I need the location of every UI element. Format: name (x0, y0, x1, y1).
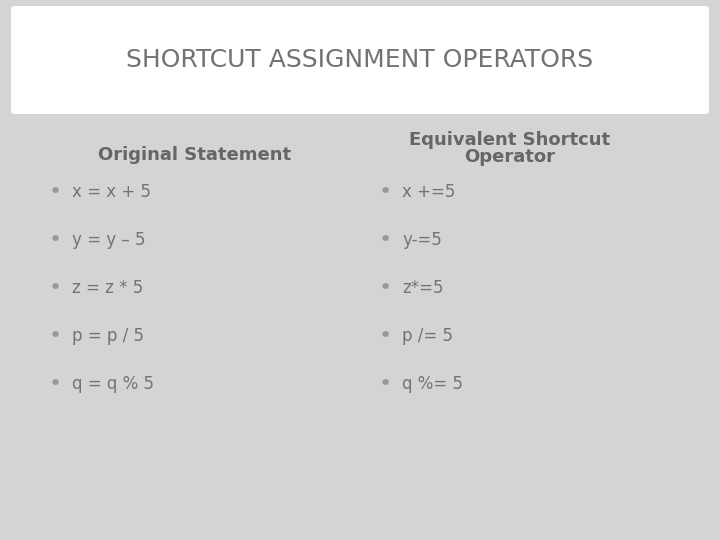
Text: x +=5: x +=5 (402, 183, 455, 201)
Text: Equivalent Shortcut: Equivalent Shortcut (410, 131, 611, 149)
FancyBboxPatch shape (11, 6, 709, 114)
Text: •: • (48, 326, 62, 346)
Text: q %= 5: q %= 5 (402, 375, 463, 393)
Text: p /= 5: p /= 5 (402, 327, 453, 345)
Text: •: • (48, 374, 62, 394)
Text: y = y – 5: y = y – 5 (72, 231, 145, 249)
Text: •: • (48, 278, 62, 298)
Text: •: • (379, 182, 392, 202)
Text: •: • (379, 278, 392, 298)
Text: SHORTCUT ASSIGNMENT OPERATORS: SHORTCUT ASSIGNMENT OPERATORS (127, 48, 593, 72)
Text: •: • (379, 326, 392, 346)
Text: •: • (48, 182, 62, 202)
Text: •: • (379, 230, 392, 250)
Text: •: • (379, 374, 392, 394)
Text: y-=5: y-=5 (402, 231, 442, 249)
Text: z*=5: z*=5 (402, 279, 444, 297)
Text: p = p / 5: p = p / 5 (72, 327, 144, 345)
Text: x = x + 5: x = x + 5 (72, 183, 151, 201)
Text: q = q % 5: q = q % 5 (72, 375, 154, 393)
Text: Operator: Operator (464, 148, 556, 166)
Text: •: • (48, 230, 62, 250)
Text: z = z * 5: z = z * 5 (72, 279, 143, 297)
Text: Original Statement: Original Statement (99, 146, 292, 164)
